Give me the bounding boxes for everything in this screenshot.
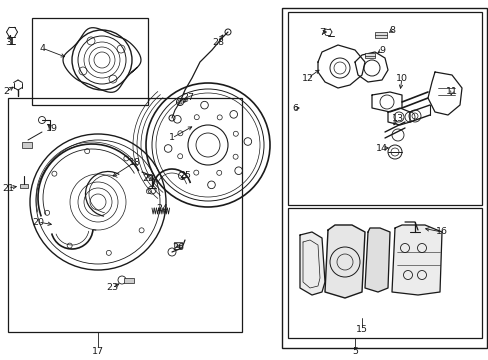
Bar (282, 8, 486, 348)
Bar (374, 32, 386, 38)
Bar (124, 278, 134, 283)
Text: 26: 26 (172, 243, 183, 252)
Text: 14: 14 (375, 144, 387, 153)
Text: 2: 2 (3, 87, 9, 96)
Bar (32, 18, 148, 105)
Text: 5: 5 (351, 347, 357, 356)
Text: 24: 24 (156, 203, 168, 212)
Text: 19: 19 (46, 123, 58, 132)
Bar (8, 98, 242, 332)
Bar (287, 12, 481, 205)
Text: 1: 1 (169, 134, 175, 143)
Text: 9: 9 (378, 45, 384, 54)
Text: 18: 18 (129, 158, 141, 166)
Text: 22: 22 (142, 174, 154, 183)
Text: 20: 20 (32, 217, 44, 226)
Text: 6: 6 (291, 104, 297, 112)
Text: 8: 8 (388, 26, 394, 35)
Text: 4: 4 (39, 44, 45, 53)
Text: 17: 17 (92, 347, 104, 356)
Text: 13: 13 (391, 113, 403, 122)
Polygon shape (391, 225, 441, 295)
Polygon shape (299, 232, 325, 295)
Text: 16: 16 (435, 228, 447, 237)
Bar (287, 208, 481, 338)
Text: 21: 21 (2, 184, 14, 193)
Bar (364, 53, 374, 58)
Bar (174, 242, 182, 247)
Polygon shape (325, 225, 364, 298)
Polygon shape (364, 228, 389, 292)
Text: 3: 3 (5, 37, 11, 46)
Text: 25: 25 (179, 171, 191, 180)
Bar (22, 142, 32, 148)
Text: 15: 15 (355, 325, 367, 334)
Text: 7: 7 (318, 27, 325, 36)
Text: 28: 28 (212, 37, 224, 46)
Text: 12: 12 (302, 73, 313, 82)
Text: 23: 23 (106, 284, 118, 292)
Text: 10: 10 (395, 73, 407, 82)
Bar (20, 184, 28, 188)
Text: 27: 27 (182, 94, 194, 103)
Text: 11: 11 (445, 87, 457, 96)
